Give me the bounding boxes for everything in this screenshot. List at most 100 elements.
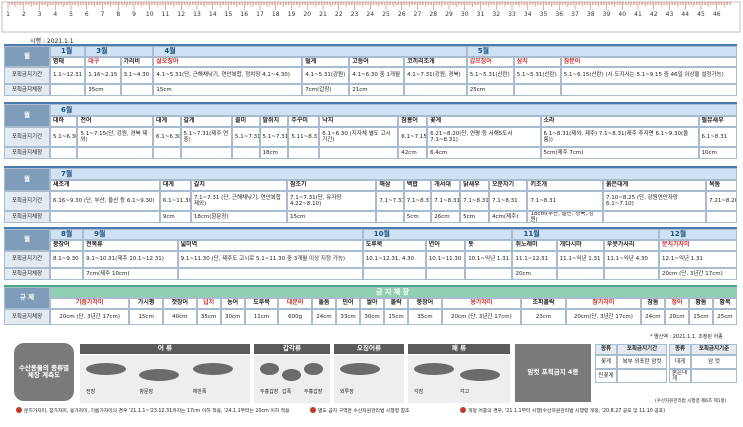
size-limit: 20cm (664, 309, 689, 325)
size-limit: 35cm (408, 309, 442, 325)
species-name: 붕장어 (408, 298, 442, 309)
animal-silhouette (340, 363, 380, 375)
month-header: 금 지 체 장 (50, 287, 737, 298)
ruler-number: 8 (116, 11, 120, 18)
ruler-number: 46 (713, 11, 721, 18)
closed-period: 1.16~2.15 (85, 67, 121, 84)
closed-period: 11.1~12.31 (512, 251, 557, 268)
closed-period: 4.1~7.31(강원, 경북) (404, 67, 467, 84)
table-header: 종류 (669, 344, 691, 355)
ruler-number: 9 (132, 11, 136, 18)
section-rule (4, 227, 737, 229)
size-limit (50, 211, 160, 223)
species-name: 꽃게 (427, 116, 541, 127)
closed-period: 10.1~익년 1.31 (465, 251, 513, 268)
month-header: 6월 (50, 104, 737, 116)
ruler-number: 10 (146, 11, 154, 18)
size-limit (556, 268, 604, 280)
animal-silhouette (192, 363, 233, 375)
table-header: 포획금지기준 (691, 344, 737, 355)
note: 개정 어종의 경우, '21.1.1부터 시행(수산자원관리법 시행령 개정, … (468, 409, 666, 414)
species-name: 조피볼락 (521, 298, 566, 309)
legend-group-title: 갑각류 (254, 344, 330, 354)
size-limit (513, 84, 561, 96)
size-limit (50, 84, 86, 96)
size-limit (153, 147, 181, 159)
size-limit: 15cm (688, 309, 713, 325)
species-name: 참문어 (560, 57, 737, 67)
ruler-number: 24 (366, 11, 374, 18)
species-name: 황복 (712, 298, 737, 309)
measure-label: 두흉갑장 (304, 389, 323, 395)
species-name: 갑오징어 (466, 57, 514, 67)
size-limit (180, 147, 233, 159)
ruler-number: 29 (445, 11, 453, 18)
species-name: 가시평 (129, 298, 163, 309)
legend-group-title: 어 류 (80, 344, 250, 354)
ruler-number: 3 (38, 11, 42, 18)
ruler-number: 40 (618, 11, 626, 18)
size-limit: 18cm(부산, 울산, 경북, 강원) (527, 211, 604, 223)
species-name: 옥돔 (706, 180, 737, 191)
species-name: 쌀아 (360, 298, 385, 309)
size-limit (288, 147, 320, 159)
species-name: 도루묵 (362, 240, 426, 251)
size-limit: 21cm (349, 84, 405, 96)
section-rule (4, 44, 737, 46)
closed-period: 4.1~5.31(강원) (302, 67, 350, 84)
species-name: 전어 (77, 116, 154, 127)
row-label: 포획금지기간 (4, 191, 50, 211)
month-header: 9월 (83, 229, 363, 240)
species-name: 백합 (403, 180, 432, 191)
species-name: 용가자미 (441, 298, 522, 309)
row-label: 월 (4, 229, 50, 251)
size-limit: 33cm (336, 309, 361, 325)
row-label: 포획금지체장 (4, 211, 50, 223)
month-header: 10월 (362, 229, 513, 240)
species-name: 대게 (153, 116, 181, 127)
size-limit: 5cm (403, 211, 432, 223)
month-header: 7월 (50, 168, 737, 180)
note-bullet (460, 407, 466, 413)
size-limit: 25cm (712, 309, 737, 325)
ruler-number: 16 (240, 11, 248, 18)
source-note: (수산자원관리법 시행령 제6조 제1항) (655, 399, 727, 404)
species-name: 참가자미 (565, 298, 641, 309)
size-limit (404, 84, 467, 96)
table-cell (617, 369, 667, 383)
closed-period: 5.1~5.31(산란) (466, 67, 514, 84)
species-name: 문치가자미 (659, 240, 737, 251)
species-name: 새조개 (50, 180, 160, 191)
animal-silhouette (139, 369, 180, 381)
species-name: 펄뮤새우 (698, 116, 737, 127)
animal-silhouette (86, 363, 126, 375)
ruler-number: 14 (209, 11, 217, 18)
ruler-number: 28 (429, 11, 437, 18)
species-name: 삼치 (513, 57, 561, 67)
measure-label: 체반폭 (192, 389, 207, 395)
ruler-number: 32 (492, 11, 500, 18)
legend-group-title: 패 류 (408, 344, 510, 354)
size-limit: 20cm (단, 3년간 17cm) (441, 309, 522, 325)
species-name: 대문어 (278, 298, 312, 309)
ruler-number: 15 (225, 11, 233, 18)
note-bullet (16, 407, 22, 413)
closed-period: 5.1~7.31(제주 연중) (180, 127, 233, 147)
size-limit: 5cm (460, 211, 489, 223)
species-name: 도루묵 (244, 298, 279, 309)
ruler-number: 4 (53, 11, 57, 18)
animal-silhouette (304, 363, 323, 375)
section-rule (4, 102, 737, 104)
size-limit: 20cm (단, 3년간 17cm) (50, 309, 130, 325)
animal-silhouette (282, 369, 301, 381)
row-label: 월 (4, 168, 50, 191)
closed-period: 7.1~8.31 (488, 191, 528, 211)
size-limit (560, 84, 737, 96)
ruler-number: 13 (193, 11, 201, 18)
species-name: 넓미역 (177, 240, 363, 251)
closed-period: 6.1~8.31(제외, 제주) 7.1~8.31(제주 추자면 6.1~9.3… (540, 127, 699, 147)
species-name: 대게 (159, 180, 191, 191)
measure-label: 항문장 (139, 389, 154, 395)
closed-period: 11.1~익년 1.31 (556, 251, 604, 268)
size-limit (50, 147, 78, 159)
